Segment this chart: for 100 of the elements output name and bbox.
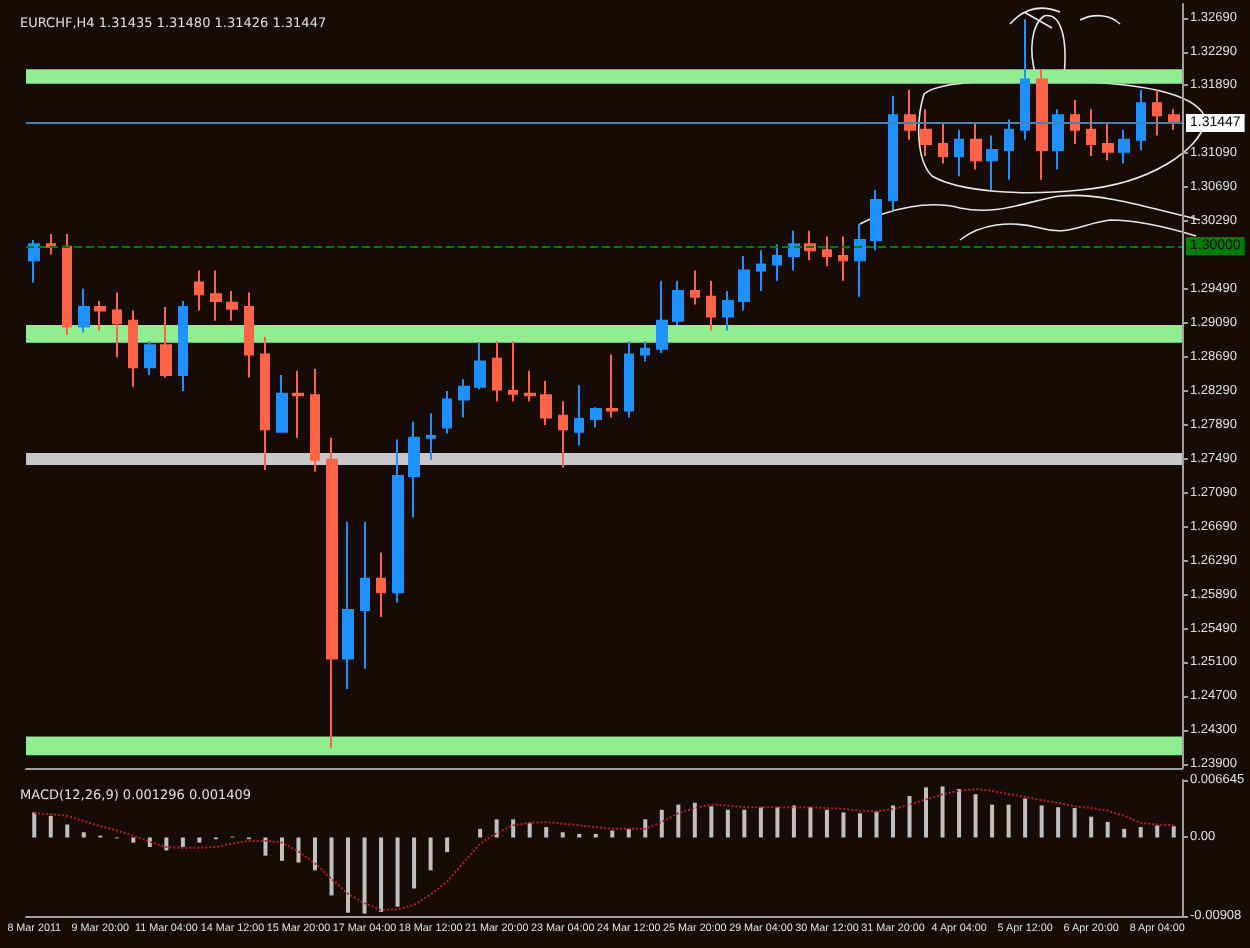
bar [742, 809, 747, 838]
bar [791, 805, 796, 838]
bar [279, 837, 284, 861]
bar [412, 837, 417, 889]
candlestick [606, 353, 618, 419]
candlestick [970, 122, 982, 171]
bar [48, 815, 53, 838]
candlestick [474, 341, 486, 391]
bar [808, 807, 813, 838]
bar [1138, 827, 1143, 838]
bar [32, 812, 37, 838]
bar [891, 805, 895, 838]
candlestick [178, 300, 188, 393]
bar [395, 837, 400, 907]
bar [1155, 825, 1160, 838]
bar [379, 837, 384, 912]
bar [973, 794, 978, 838]
candlestick [458, 378, 470, 419]
candlestick [690, 269, 700, 306]
candlestick [574, 384, 584, 447]
candlestick [210, 269, 222, 322]
candlestick [62, 233, 72, 337]
candlestick [226, 289, 238, 322]
candlestick [540, 379, 552, 427]
candlestick [326, 436, 338, 749]
bar [65, 824, 70, 838]
bar [676, 804, 681, 838]
candlestick [492, 340, 502, 403]
candlestick [986, 134, 998, 191]
candlestick [128, 309, 138, 388]
candlestick [1004, 118, 1014, 181]
candlestick [772, 243, 782, 282]
candlestick [1070, 98, 1080, 146]
candlestick [624, 340, 634, 419]
candlestick [160, 306, 172, 379]
bar [494, 819, 499, 838]
candlestick [738, 255, 750, 312]
candlestick [292, 369, 304, 439]
candlestick [854, 222, 866, 298]
bar [346, 837, 351, 913]
bar [478, 828, 483, 838]
candlestick [46, 233, 56, 256]
bar [544, 827, 549, 838]
candlestick [94, 300, 106, 332]
candlestick [1168, 108, 1180, 131]
candlestick [112, 291, 122, 359]
candlestick [788, 229, 800, 272]
candlestick [78, 287, 90, 334]
bar [197, 837, 202, 843]
bar [180, 837, 185, 847]
candlestick [426, 412, 436, 461]
bar [1006, 804, 1011, 838]
candlestick [1086, 108, 1096, 157]
candlestick [144, 340, 156, 376]
candlestick [1036, 68, 1048, 181]
candlestick [376, 551, 386, 618]
candlestick [1136, 88, 1146, 152]
bar [957, 789, 962, 838]
candlestick [1020, 18, 1030, 141]
candlestick [640, 340, 650, 363]
bar [329, 837, 334, 896]
bar [874, 811, 879, 838]
bar [692, 802, 697, 838]
candlestick [260, 335, 270, 472]
bar [643, 819, 648, 838]
candlestick [28, 238, 40, 284]
bar [857, 813, 862, 838]
candlestick [904, 88, 916, 141]
bar [131, 837, 136, 843]
bar [527, 822, 532, 838]
candlestick [194, 269, 204, 312]
bar [659, 809, 664, 838]
bar [560, 832, 565, 838]
bar [824, 809, 829, 838]
candlestick [938, 122, 948, 165]
candlestick [870, 188, 882, 252]
candlestick [392, 438, 404, 604]
candlestick [722, 289, 734, 332]
bar [709, 806, 714, 838]
bar [1122, 828, 1127, 838]
candlestick [1052, 108, 1064, 171]
bar [362, 837, 367, 914]
bar [81, 832, 86, 838]
bar [313, 837, 317, 871]
candlestick [276, 373, 288, 433]
bar [924, 787, 929, 838]
bar [164, 837, 169, 851]
candlestick [706, 279, 716, 332]
candlestick [1118, 128, 1130, 165]
bar [1171, 826, 1176, 838]
bar [725, 809, 730, 838]
candlestick [524, 369, 536, 403]
bar [296, 837, 301, 863]
bar [841, 812, 846, 838]
bar [428, 837, 433, 871]
bar [907, 795, 912, 838]
bar [758, 807, 763, 838]
candlestick [888, 94, 898, 212]
bar [1089, 816, 1094, 838]
bar [1039, 805, 1044, 838]
